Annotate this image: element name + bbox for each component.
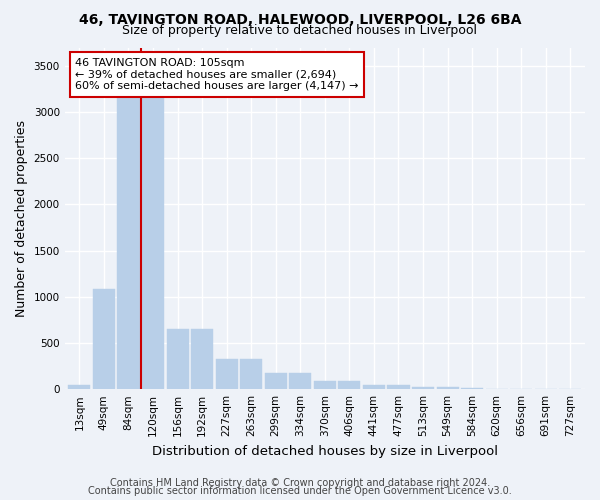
Text: Size of property relative to detached houses in Liverpool: Size of property relative to detached ho… (122, 24, 478, 37)
Y-axis label: Number of detached properties: Number of detached properties (15, 120, 28, 317)
Bar (68, 384, 91, 389)
Bar (461, 388, 483, 389)
Bar (167, 329, 188, 389)
Bar (118, 72, 140, 389)
Bar (142, 72, 164, 389)
Bar (240, 358, 262, 389)
Bar (363, 384, 385, 389)
Bar (93, 290, 115, 389)
Text: 46, TAVINGTON ROAD, HALEWOOD, LIVERPOOL, L26 6BA: 46, TAVINGTON ROAD, HALEWOOD, LIVERPOOL,… (79, 12, 521, 26)
Bar (412, 388, 434, 389)
Bar (289, 373, 311, 389)
Bar (437, 388, 458, 389)
Bar (314, 381, 336, 389)
Bar (215, 358, 238, 389)
X-axis label: Distribution of detached houses by size in Liverpool: Distribution of detached houses by size … (152, 444, 498, 458)
Bar (191, 329, 213, 389)
Text: Contains HM Land Registry data © Crown copyright and database right 2024.: Contains HM Land Registry data © Crown c… (110, 478, 490, 488)
Text: 46 TAVINGTON ROAD: 105sqm
← 39% of detached houses are smaller (2,694)
60% of se: 46 TAVINGTON ROAD: 105sqm ← 39% of detac… (75, 58, 359, 91)
Bar (388, 384, 410, 389)
Bar (338, 381, 361, 389)
Bar (265, 373, 287, 389)
Text: Contains public sector information licensed under the Open Government Licence v3: Contains public sector information licen… (88, 486, 512, 496)
